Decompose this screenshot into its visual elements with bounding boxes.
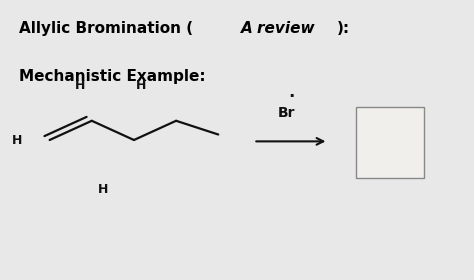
Text: H: H bbox=[12, 134, 22, 146]
Text: Mechanistic Example:: Mechanistic Example: bbox=[19, 69, 206, 84]
Text: H: H bbox=[75, 79, 85, 92]
Text: H: H bbox=[136, 79, 146, 92]
Text: A review: A review bbox=[241, 21, 316, 36]
Text: Allylic Bromination (: Allylic Bromination ( bbox=[19, 21, 193, 36]
Text: ·: · bbox=[289, 88, 295, 106]
Text: Allylic Bromination (: Allylic Bromination ( bbox=[19, 21, 193, 36]
Bar bbox=[356, 107, 424, 178]
Text: ):: ): bbox=[337, 21, 349, 36]
Text: Br: Br bbox=[277, 106, 295, 120]
Text: H: H bbox=[98, 183, 109, 196]
